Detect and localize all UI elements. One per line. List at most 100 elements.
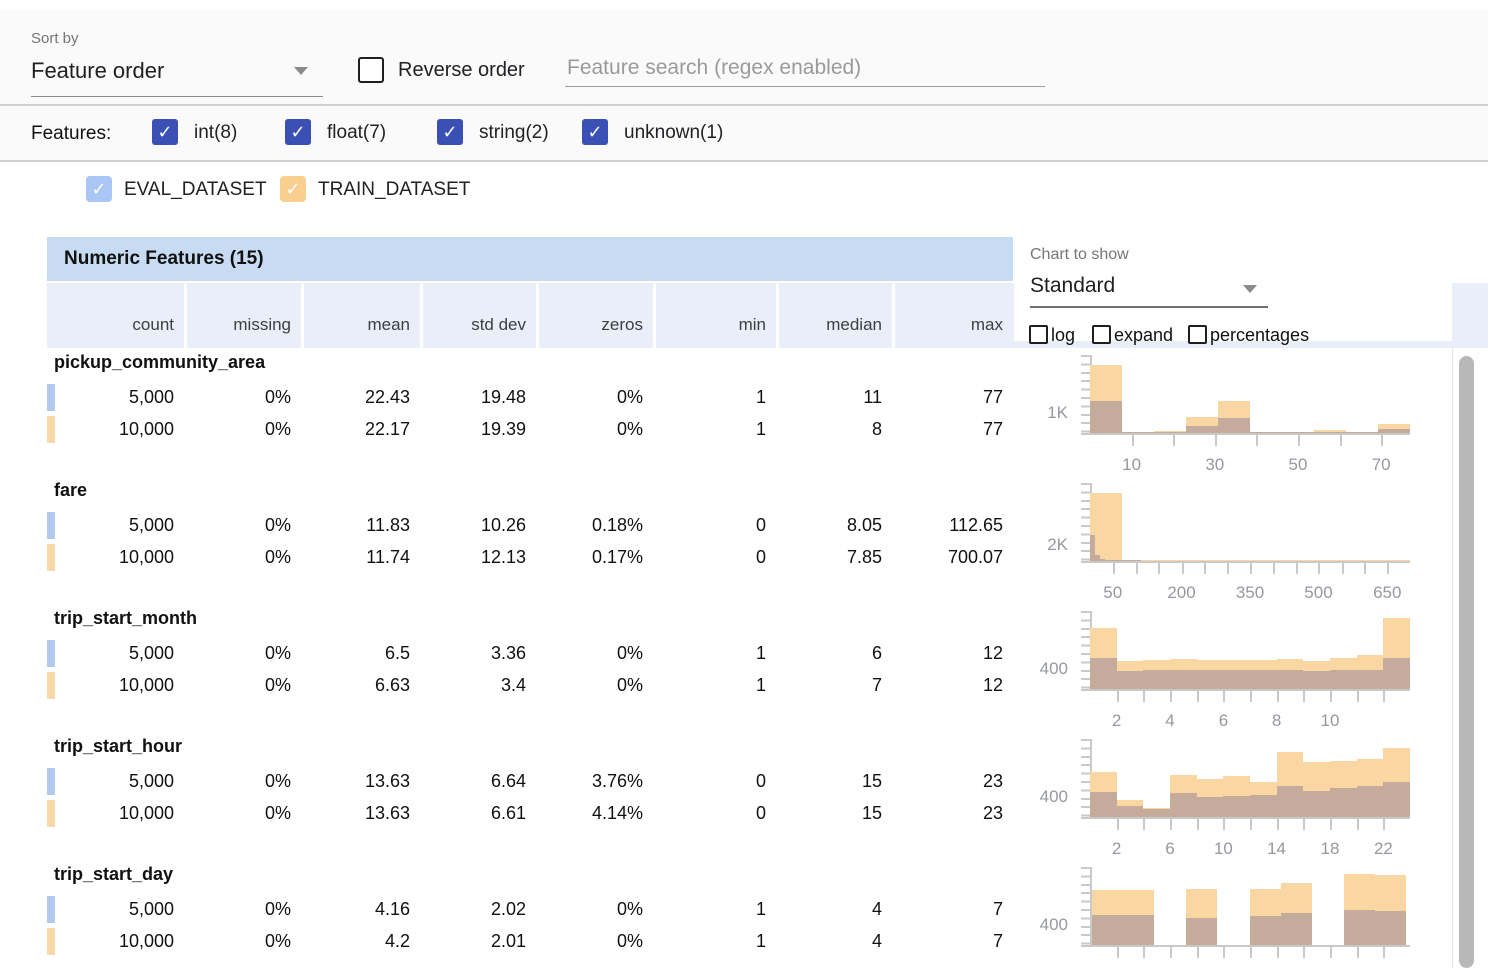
x-axis-tick — [1383, 947, 1385, 958]
chevron-down-icon[interactable] — [294, 67, 308, 75]
feature-name: trip_start_hour — [54, 736, 182, 757]
stat-cell-median: 15 — [776, 797, 882, 829]
histogram-bar-eval — [1357, 786, 1384, 817]
x-tick-label: 50 — [1263, 455, 1333, 475]
x-axis-tick — [1330, 819, 1332, 830]
histogram-bar-eval — [1122, 432, 1154, 433]
chart-option-checkbox-percentages[interactable] — [1188, 325, 1207, 344]
stat-cell-max: 23 — [892, 765, 1003, 797]
histogram-bar-eval — [1186, 918, 1217, 945]
reverse-order-checkbox[interactable] — [358, 57, 384, 83]
column-divider — [184, 283, 187, 348]
stat-cell-zeros: 0.18% — [536, 509, 643, 541]
table-row-eval: 5,0000%11.8310.260.18%08.05112.65 — [47, 509, 1013, 541]
x-axis-tick — [1117, 947, 1119, 958]
histogram-bar-train — [1314, 560, 1346, 561]
x-axis-tick — [1256, 435, 1258, 446]
stat-cell-count: 5,000 — [47, 765, 174, 797]
dataset-label: EVAL_DATASET — [124, 179, 267, 201]
stat-cell-count: 5,000 — [47, 893, 174, 925]
y-axis-label: 1K — [1000, 403, 1068, 423]
stat-cell-missing: 0% — [184, 381, 291, 413]
x-axis-tick — [1204, 563, 1206, 574]
feature-type-checkbox-int[interactable]: ✓ — [152, 119, 178, 145]
y-axis-label: 400 — [1000, 915, 1068, 935]
x-axis — [1081, 561, 1410, 563]
stat-cell-min: 1 — [653, 893, 766, 925]
feature-search-input[interactable] — [565, 56, 1045, 87]
stat-cell-mean: 11.74 — [301, 541, 410, 573]
stat-cell-std-dev: 19.48 — [420, 381, 526, 413]
stat-cell-min: 1 — [653, 381, 766, 413]
chart-option-checkbox-expand[interactable] — [1092, 325, 1111, 344]
stat-cell-min: 0 — [653, 509, 766, 541]
stat-cell-mean: 6.5 — [301, 637, 410, 669]
x-axis-tick — [1173, 435, 1175, 446]
stat-cell-zeros: 0% — [536, 893, 643, 925]
table-row-eval: 5,0000%4.162.020%147 — [47, 893, 1013, 925]
sort-by-select[interactable]: Feature order — [31, 58, 164, 84]
x-axis-tick — [1250, 819, 1252, 830]
x-axis-tick — [1117, 819, 1119, 830]
chart-to-show-label: Chart to show — [1030, 246, 1129, 264]
chevron-down-icon[interactable] — [1243, 285, 1257, 293]
stat-cell-missing: 0% — [184, 765, 291, 797]
chart-type-select[interactable]: Standard — [1030, 274, 1115, 298]
x-axis-tick — [1170, 691, 1172, 702]
x-axis-tick — [1381, 435, 1383, 446]
feature-type-checkbox-float[interactable]: ✓ — [285, 119, 311, 145]
table-row-eval: 5,0000%22.4319.480%11177 — [47, 381, 1013, 413]
column-header-zeros: zeros — [536, 283, 653, 348]
stat-cell-mean: 22.43 — [301, 381, 410, 413]
x-axis-tick — [1250, 563, 1252, 574]
histogram-bar-eval — [1344, 910, 1375, 945]
stat-cell-median: 8.05 — [776, 509, 882, 541]
x-axis-tick — [1383, 691, 1385, 702]
column-header-median: median — [776, 283, 892, 348]
stat-cell-median: 4 — [776, 893, 882, 925]
stat-cell-max: 700.07 — [892, 541, 1003, 573]
stat-cell-max: 23 — [892, 797, 1003, 829]
x-axis-tick — [1132, 435, 1134, 446]
x-axis — [1081, 433, 1410, 435]
facets-overview: Sort by Feature order Reverse order Feat… — [0, 0, 1488, 968]
histogram-bar-eval — [1170, 670, 1197, 689]
stat-cell-min: 1 — [653, 925, 766, 957]
stat-cell-std-dev: 6.64 — [420, 765, 526, 797]
histogram-bar-eval — [1123, 915, 1154, 945]
stat-cell-count: 10,000 — [47, 925, 174, 957]
chart-option-label: expand — [1114, 325, 1173, 346]
histogram-bar-eval — [1250, 916, 1281, 945]
scrollbar-thumb[interactable] — [1459, 356, 1474, 968]
dataset-checkbox-eval[interactable]: ✓ — [86, 176, 112, 202]
stat-cell-mean: 13.63 — [301, 797, 410, 829]
x-axis-tick — [1273, 563, 1275, 574]
y-axis — [1081, 867, 1092, 945]
table-row-train: 10,0000%6.633.40%1712 — [47, 669, 1013, 701]
histogram-bar-eval — [1281, 913, 1312, 945]
stat-cell-zeros: 0% — [536, 925, 643, 957]
feature-type-checkbox-unknown[interactable]: ✓ — [582, 119, 608, 145]
x-axis-tick — [1277, 947, 1279, 958]
dataset-checkbox-train[interactable]: ✓ — [280, 176, 306, 202]
histogram-bar-eval — [1250, 670, 1277, 689]
histogram-bar-train — [1154, 560, 1186, 561]
histogram-bar-eval — [1092, 915, 1123, 945]
x-tick-label: 650 — [1352, 583, 1422, 603]
histogram-bar-eval — [1154, 432, 1186, 433]
feature-type-label: unknown(1) — [624, 122, 723, 144]
feature-type-checkbox-string[interactable]: ✓ — [437, 119, 463, 145]
table-row-eval: 5,0000%6.53.360%1612 — [47, 637, 1013, 669]
histogram-bar-eval — [1090, 792, 1117, 817]
y-axis-label: 400 — [1000, 787, 1068, 807]
histogram-bar-eval — [1330, 788, 1357, 817]
column-divider — [653, 283, 656, 348]
x-axis-tick — [1143, 947, 1145, 958]
stat-cell-zeros: 0% — [536, 637, 643, 669]
stat-cell-std-dev: 6.61 — [420, 797, 526, 829]
histogram-bar-eval — [1186, 426, 1218, 433]
histogram-bar-eval — [1090, 401, 1122, 433]
chart-option-checkbox-log[interactable] — [1029, 325, 1048, 344]
x-tick-label: 200 — [1147, 583, 1217, 603]
y-axis-label: 2K — [1000, 535, 1068, 555]
